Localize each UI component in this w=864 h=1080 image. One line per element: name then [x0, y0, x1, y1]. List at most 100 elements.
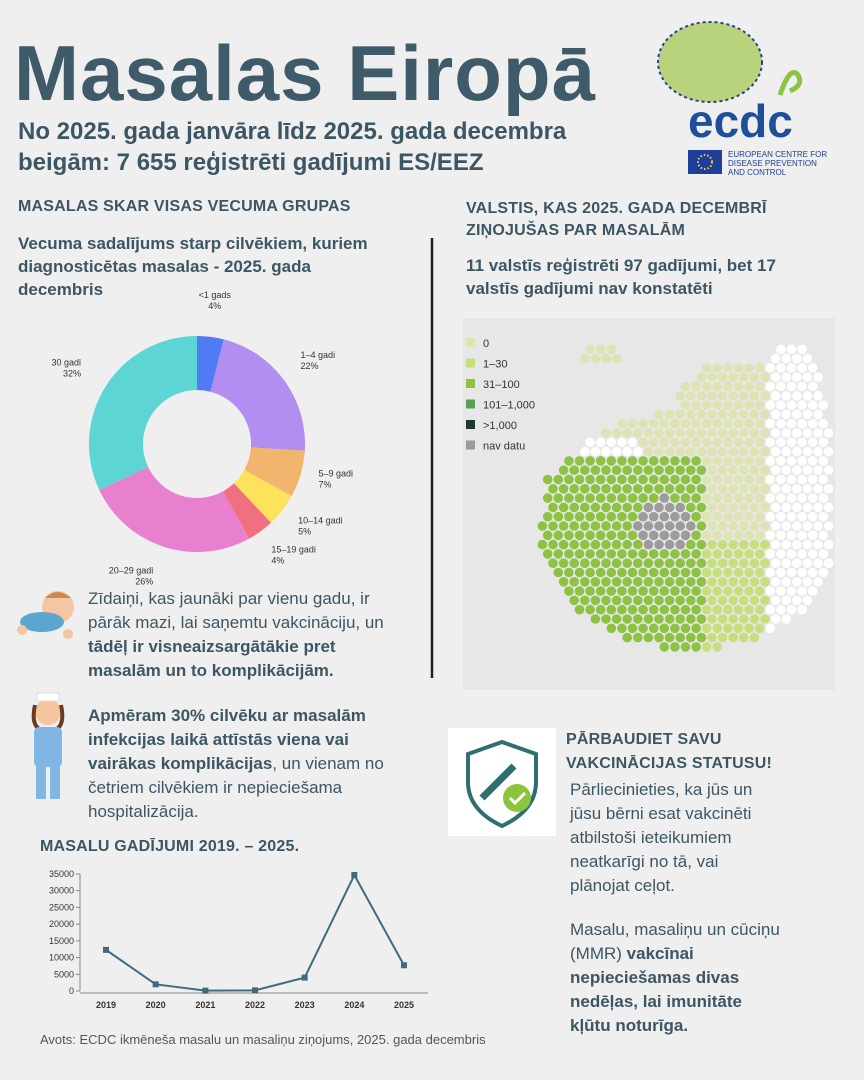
- map-dot: [627, 586, 638, 596]
- map-dot: [760, 577, 770, 587]
- map-dot: [760, 446, 770, 457]
- map-dot: [680, 549, 691, 559]
- map-dot: [686, 428, 696, 438]
- map-dot: [744, 623, 754, 634]
- map-dot: [670, 474, 680, 485]
- map-dot: [622, 484, 632, 494]
- map-dot: [792, 372, 802, 383]
- map-dot: [797, 586, 807, 596]
- map-dot: [601, 353, 611, 364]
- map-dot: [749, 502, 760, 513]
- map-dot: [770, 558, 781, 568]
- map-dot: [643, 632, 654, 643]
- map-dot: [786, 567, 797, 578]
- map-dot: [686, 632, 696, 643]
- map-dot: [664, 465, 675, 476]
- line-point: [103, 946, 109, 953]
- map-dot: [564, 493, 574, 503]
- map-dot: [701, 604, 712, 615]
- map-dot: [611, 446, 622, 457]
- map-dot: [611, 558, 622, 568]
- text: Masalu, masaliņu un cūciņu (MMR): [570, 920, 780, 963]
- map-dot: [765, 586, 776, 596]
- map-dot: [754, 363, 765, 373]
- map-dot: [823, 446, 834, 457]
- map-dot: [739, 502, 749, 513]
- map-dot: [760, 409, 770, 420]
- map-dot: [717, 465, 728, 476]
- map-dot: [686, 539, 696, 550]
- map-dot: [648, 623, 659, 634]
- map-dot: [670, 418, 680, 429]
- map-dot: [569, 595, 579, 606]
- map-dot: [675, 577, 685, 587]
- map-dot: [659, 456, 670, 466]
- map-dot: [654, 577, 664, 587]
- map-dot: [781, 614, 791, 624]
- map-dot: [728, 577, 738, 587]
- map-dot: [686, 502, 696, 513]
- map-dot: [781, 558, 791, 568]
- map-dot: [564, 549, 574, 559]
- map-dot: [542, 549, 553, 559]
- map-dot: [813, 446, 823, 457]
- map-dot: [622, 595, 632, 606]
- map-dot: [611, 428, 622, 438]
- map-dot: [760, 502, 770, 513]
- map-dot: [595, 511, 606, 522]
- map-dot: [601, 595, 611, 606]
- map-dot: [776, 586, 786, 596]
- map-dot: [707, 614, 717, 624]
- text-bold: tādēļ ir visneaizsargātākie pret masalām…: [88, 637, 336, 680]
- map-dot: [659, 418, 670, 429]
- map-dot: [786, 363, 797, 373]
- map-dot: [701, 418, 712, 429]
- map-dot: [686, 409, 696, 420]
- map-dot: [701, 493, 712, 503]
- pie-value-label: 26%: [135, 577, 153, 587]
- map-dot: [601, 465, 611, 476]
- map-dot: [744, 549, 754, 559]
- infants-note: Zīdaiņi, kas jaunāki par vienu gadu, ir …: [88, 587, 408, 683]
- map-dot: [638, 511, 648, 522]
- map-dot: [786, 344, 797, 355]
- legend-label: 1–30: [483, 359, 507, 371]
- map-dot: [638, 530, 648, 541]
- map-dot: [664, 502, 675, 513]
- map-dot: [580, 539, 590, 550]
- line-series: [105, 872, 405, 992]
- map-dot: [680, 418, 691, 429]
- map-dot: [643, 428, 654, 438]
- map-dot: [717, 446, 728, 457]
- map-dot: [633, 502, 643, 513]
- map-dot: [580, 353, 590, 364]
- map-dot: [823, 465, 834, 476]
- map-dot: [701, 511, 712, 522]
- map-dot: [627, 567, 638, 578]
- map-dot: [802, 391, 813, 401]
- map-dot: [548, 502, 558, 513]
- map-dot: [648, 456, 659, 466]
- map-dot: [723, 363, 733, 373]
- map-dot: [595, 437, 606, 448]
- map-dot: [818, 549, 829, 559]
- map-dot: [802, 353, 813, 364]
- map-dot: [564, 511, 574, 522]
- map-dot: [580, 484, 590, 494]
- map-dot: [813, 372, 823, 383]
- map-dot: [627, 418, 638, 429]
- map-dot: [638, 604, 648, 615]
- map-dot: [728, 539, 738, 550]
- map-dot: [664, 446, 675, 457]
- map-dot: [712, 567, 723, 578]
- map-dot: [786, 511, 797, 522]
- map-dot: [590, 614, 601, 624]
- map-dot: [595, 549, 606, 559]
- map-dot: [590, 539, 601, 550]
- map-dot: [802, 484, 813, 494]
- map-dot: [728, 614, 738, 624]
- map-dot: [574, 474, 585, 485]
- map-dot: [654, 428, 664, 438]
- map-dot: [680, 530, 691, 541]
